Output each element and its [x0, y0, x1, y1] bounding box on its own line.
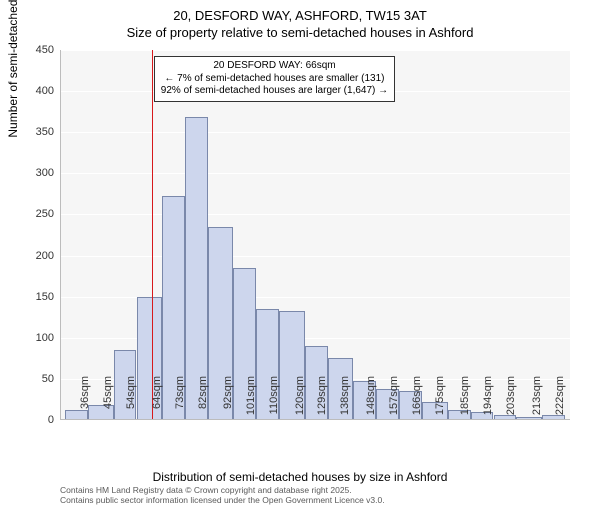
reference-line: [152, 50, 153, 420]
titles: 20, DESFORD WAY, ASHFORD, TW15 3AT Size …: [0, 0, 600, 42]
y-tick-label: 0: [14, 414, 54, 426]
x-tick-label: 120sqm: [294, 376, 306, 424]
x-tick-label: 203sqm: [505, 376, 517, 424]
x-tick-label: 110sqm: [268, 376, 280, 424]
footer: Contains HM Land Registry data © Crown c…: [60, 485, 590, 505]
x-tick-label: 222sqm: [554, 376, 566, 424]
footer-line-1: Contains HM Land Registry data © Crown c…: [60, 485, 590, 495]
annotation-line-2: ← 7% of semi-detached houses are smaller…: [161, 73, 388, 86]
x-tick-label: 148sqm: [365, 376, 377, 424]
annotation-line-3: 92% of semi-detached houses are larger (…: [161, 85, 388, 98]
histogram-bar: [185, 117, 208, 420]
y-tick-label: 400: [14, 85, 54, 97]
x-tick-label: 64sqm: [151, 376, 163, 424]
y-tick-label: 150: [14, 291, 54, 303]
footer-line-2: Contains public sector information licen…: [60, 495, 590, 505]
x-tick-label: 82sqm: [197, 376, 209, 424]
y-axis-label: Number of semi-detached properties: [6, 0, 20, 138]
x-tick-label: 54sqm: [125, 376, 137, 424]
x-tick-label: 166sqm: [411, 376, 423, 424]
y-tick-label: 350: [14, 126, 54, 138]
x-axis-label: Distribution of semi-detached houses by …: [0, 470, 600, 484]
y-axis-line: [60, 50, 61, 420]
plot-area: 20 DESFORD WAY: 66sqm ← 7% of semi-detac…: [60, 50, 570, 420]
x-tick-label: 129sqm: [316, 376, 328, 424]
bars-group: [60, 50, 570, 420]
annotation-line-1: 20 DESFORD WAY: 66sqm: [161, 60, 388, 73]
y-tick-label: 450: [14, 44, 54, 56]
y-tick-label: 300: [14, 167, 54, 179]
x-tick-label: 45sqm: [102, 376, 114, 424]
x-tick-label: 185sqm: [459, 376, 471, 424]
x-tick-label: 101sqm: [245, 376, 257, 424]
x-tick-label: 73sqm: [174, 376, 186, 424]
x-tick-label: 138sqm: [339, 376, 351, 424]
y-tick-label: 250: [14, 208, 54, 220]
y-tick-label: 200: [14, 250, 54, 262]
y-tick-label: 100: [14, 332, 54, 344]
x-tick-label: 36sqm: [79, 376, 91, 424]
x-tick-label: 213sqm: [531, 376, 543, 424]
x-tick-label: 92sqm: [222, 376, 234, 424]
x-tick-label: 175sqm: [434, 376, 446, 424]
title-line-2: Size of property relative to semi-detach…: [0, 25, 600, 42]
annotation-box: 20 DESFORD WAY: 66sqm ← 7% of semi-detac…: [154, 56, 395, 102]
chart-container: 20, DESFORD WAY, ASHFORD, TW15 3AT Size …: [0, 0, 600, 500]
y-tick-label: 50: [14, 373, 54, 385]
x-tick-label: 194sqm: [482, 376, 494, 424]
x-tick-label: 157sqm: [388, 376, 400, 424]
title-line-1: 20, DESFORD WAY, ASHFORD, TW15 3AT: [0, 8, 600, 25]
